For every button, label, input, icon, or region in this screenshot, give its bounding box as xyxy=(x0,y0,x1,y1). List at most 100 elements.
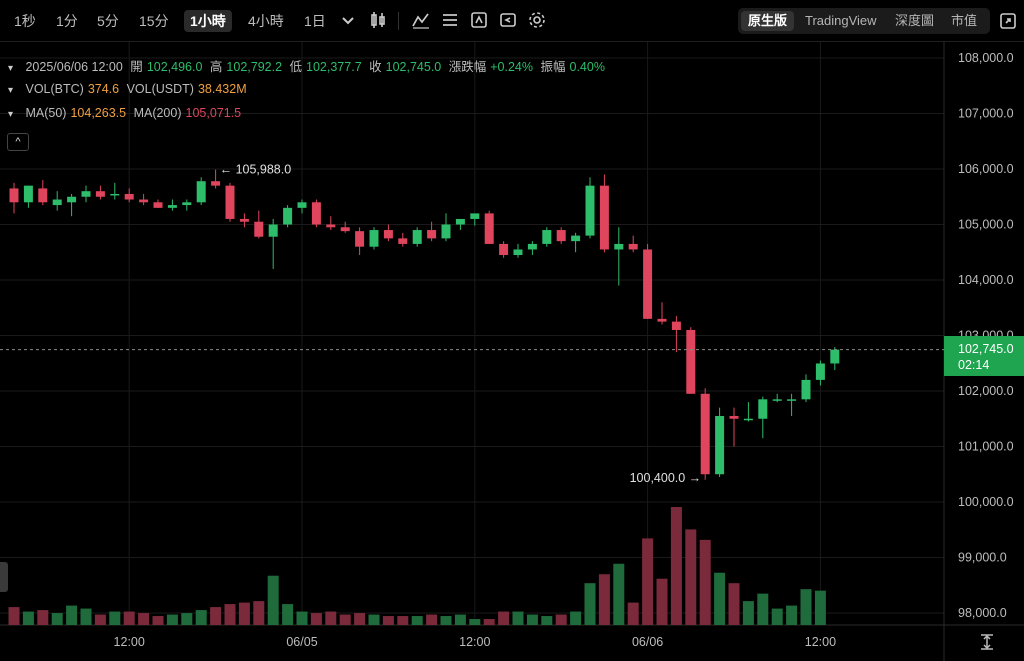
annotations: ← 105,988.0 100,400.0 → xyxy=(0,163,944,485)
candle-body xyxy=(211,181,221,186)
candle-body xyxy=(196,181,206,203)
view-market-cap[interactable]: 市值 xyxy=(951,13,978,28)
fullscreen-icon[interactable] xyxy=(998,11,1018,31)
candle-body xyxy=(110,193,120,196)
candle-body xyxy=(283,207,293,225)
timeframe-1s[interactable]: 1秒 xyxy=(14,13,36,29)
candle-body xyxy=(758,399,768,419)
candle-body xyxy=(369,230,379,247)
axis-scale-icon[interactable] xyxy=(978,633,996,651)
volume-bar xyxy=(138,613,150,625)
legend-high: 102,792.2 xyxy=(226,60,283,74)
candle-body xyxy=(772,399,782,401)
toolbar-divider xyxy=(398,12,399,30)
candle-body xyxy=(254,221,264,237)
volume-bar xyxy=(526,614,538,625)
timeframe-1m[interactable]: 1分 xyxy=(56,13,78,29)
candle-body xyxy=(527,243,537,250)
timeframe-15m[interactable]: 15分 xyxy=(139,13,169,29)
collapse-legend-button[interactable]: ^ xyxy=(7,133,29,151)
volume-bar xyxy=(570,611,582,625)
volume-bar xyxy=(728,583,740,625)
candle-body xyxy=(441,224,451,239)
side-panel-toggle[interactable] xyxy=(0,562,8,592)
volume-bar xyxy=(498,611,510,625)
volume-bar xyxy=(469,619,481,625)
legend-datetime: 2025/06/06 12:00 xyxy=(25,60,123,74)
candle-body xyxy=(614,243,624,250)
candle-body xyxy=(412,230,422,244)
candlestick-chart[interactable]: 98,000.0 99,000.0 100,000.0 101,000.0 102,00… xyxy=(0,42,1024,661)
legend-ma200-label: MA(200) xyxy=(133,106,182,120)
legend-low-label: 低 xyxy=(289,60,303,74)
volume-bar xyxy=(325,611,337,625)
replay-icon[interactable] xyxy=(498,10,518,30)
volume-bar xyxy=(714,572,726,625)
candle-body xyxy=(311,202,321,225)
candle-body xyxy=(830,349,840,364)
volume-bar xyxy=(8,607,20,625)
candle-body xyxy=(657,318,667,322)
legend-amp-label: 振幅 xyxy=(540,60,566,74)
gear-icon[interactable] xyxy=(527,10,547,30)
legend-vol-btc-label: VOL(BTC) xyxy=(25,82,84,96)
volume-bar xyxy=(757,593,769,625)
candle-body xyxy=(268,224,278,237)
legend-vol-btc: 374.6 xyxy=(87,82,120,96)
volume-bar xyxy=(282,604,294,625)
volume-bar xyxy=(627,602,639,625)
candle-body xyxy=(470,213,480,219)
price-tick-label: 107,000.0 xyxy=(958,107,1014,121)
chart-grid xyxy=(0,42,1024,661)
candle-body xyxy=(671,321,681,330)
settings-list-icon[interactable] xyxy=(440,10,460,30)
view-depth[interactable]: 深度圖 xyxy=(895,13,935,28)
chevron-down-icon[interactable] xyxy=(338,10,358,30)
candle-body xyxy=(139,199,149,203)
volume-bar xyxy=(771,608,783,625)
volume-bar xyxy=(310,613,322,625)
drawing-icon[interactable] xyxy=(469,10,489,30)
legend-high-label: 高 xyxy=(209,60,223,74)
volume-bar xyxy=(426,614,438,625)
timeframe-1d[interactable]: 1日 xyxy=(304,13,326,29)
candle-body xyxy=(815,363,825,380)
candle-body xyxy=(52,199,62,206)
legend-change-label: 漲跌幅 xyxy=(448,60,487,74)
candle-body xyxy=(585,185,595,236)
legend-change: +0.24% xyxy=(490,60,533,74)
volume-bar xyxy=(210,607,222,625)
volume-bar xyxy=(267,575,279,625)
volume-bar xyxy=(512,611,524,625)
legend-ma50: 104,263.5 xyxy=(70,106,127,120)
legend-open: 102,496.0 xyxy=(146,60,203,74)
time-tick-label: 06/05 xyxy=(286,635,317,649)
chevron-down-icon[interactable]: ▾ xyxy=(8,63,14,74)
candle-type-icon[interactable] xyxy=(368,10,388,30)
timeframe-1h[interactable]: 1小時 xyxy=(184,10,232,32)
candle-body xyxy=(67,196,77,203)
volume-bar xyxy=(123,611,135,625)
time-tick-label: 12:00 xyxy=(459,635,490,649)
volume-bar xyxy=(195,610,207,625)
candle-body xyxy=(427,230,437,239)
legend-ma50-label: MA(50) xyxy=(25,106,67,120)
chevron-down-icon[interactable]: ▾ xyxy=(8,109,14,120)
volume-bar xyxy=(152,616,164,625)
view-native[interactable]: 原生版 xyxy=(741,11,795,31)
timeframe-4h[interactable]: 4小時 xyxy=(248,13,284,29)
candle-body xyxy=(700,393,710,475)
candle-countdown: 02:14 xyxy=(958,358,990,372)
chevron-down-icon[interactable]: ▾ xyxy=(8,85,14,96)
view-tradingview[interactable]: TradingView xyxy=(805,13,877,28)
candle-body xyxy=(38,188,48,203)
price-tick-label: 104,000.0 xyxy=(958,273,1014,287)
candle-body xyxy=(297,202,307,208)
indicator-icon[interactable] xyxy=(411,10,431,30)
volume-bar xyxy=(80,608,92,625)
candle-body xyxy=(801,379,811,400)
volume-bar xyxy=(354,613,366,625)
timeframe-5m[interactable]: 5分 xyxy=(97,13,119,29)
candle-body xyxy=(484,213,494,244)
candle-body xyxy=(542,230,552,244)
